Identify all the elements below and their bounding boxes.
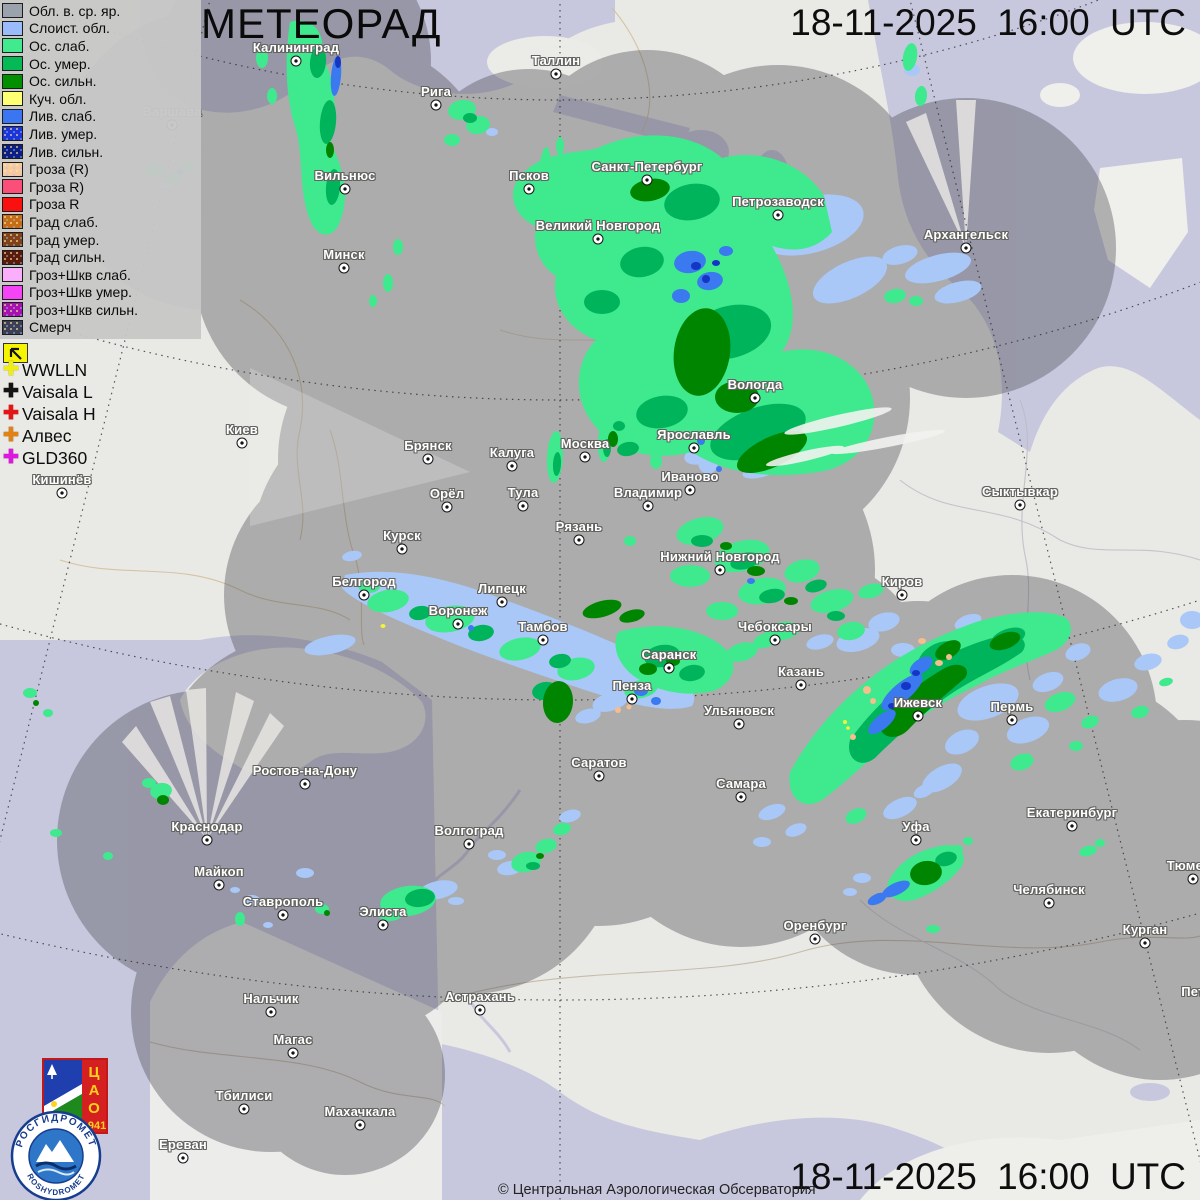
legend-swatch bbox=[2, 214, 23, 230]
cross-icon: ✚ bbox=[3, 447, 19, 468]
legend-label: Обл. в. ср. яр. bbox=[29, 2, 121, 19]
legend-label: Град слаб. bbox=[29, 213, 99, 230]
legend-row: Гроз+Шкв сильн. bbox=[2, 301, 201, 319]
legend-swatch bbox=[2, 91, 23, 107]
tornado-icon bbox=[9, 347, 22, 360]
beam-blockage-layer bbox=[122, 100, 976, 839]
legend-swatch bbox=[2, 108, 23, 124]
legend-label: Гроза R) bbox=[29, 178, 85, 195]
legend-label: Град сильн. bbox=[29, 249, 106, 266]
lightning-network-label: GLD360 bbox=[22, 447, 88, 468]
legend-label: Лив. сильн. bbox=[29, 143, 104, 160]
legend-label: Град умер. bbox=[29, 231, 100, 248]
legend-items: Обл. в. ср. яр. Слоист. обл. Ос. слаб. Ос. … bbox=[2, 2, 201, 336]
lightning-legend: ✚ WWLLN ✚ Vaisala L ✚ Vaisala H ✚ Алвес ✚ GLD360 bbox=[1, 359, 96, 469]
timestamp-top: 18-11-2025 16:00 UTC bbox=[790, 2, 1186, 43]
legend-row: Гроз+Шкв умер. bbox=[2, 284, 201, 302]
legend-swatch bbox=[2, 126, 23, 142]
legend-row: Град сильн. bbox=[2, 248, 201, 266]
cao-letter-1: Ц bbox=[89, 1064, 100, 1081]
legend-swatch bbox=[2, 232, 23, 248]
legend-row: Лив. сильн. bbox=[2, 143, 201, 161]
legend-row: Град слаб. bbox=[2, 213, 201, 231]
legend-row: Лив. умер. bbox=[2, 125, 201, 143]
legend-swatch bbox=[2, 20, 23, 36]
legend-swatch bbox=[2, 144, 23, 160]
legend-label: Гроза R bbox=[29, 196, 80, 213]
legend-row: Гроза R bbox=[2, 196, 201, 214]
legend-label: Ос. умер. bbox=[29, 55, 91, 72]
legend-label: Куч. обл. bbox=[29, 90, 87, 107]
lightning-network-row: ✚ WWLLN bbox=[1, 359, 96, 381]
legend-swatch bbox=[2, 73, 23, 89]
legend-label: Лив. слаб. bbox=[29, 108, 97, 125]
legend-label: Слоист. обл. bbox=[29, 20, 110, 37]
legend-row: Смерч bbox=[2, 319, 201, 337]
legend-row: Гроз+Шкв слаб. bbox=[2, 266, 201, 284]
legend-label: Ос. слаб. bbox=[29, 37, 90, 54]
legend-swatch bbox=[2, 284, 23, 300]
legend-row: Град умер. bbox=[2, 231, 201, 249]
lightning-network-row: ✚ Алвес bbox=[1, 425, 96, 447]
legend-swatch bbox=[2, 267, 23, 283]
timestamp-bottom: 18-11-2025 16:00 UTC bbox=[790, 1156, 1186, 1197]
lightning-network-row: ✚ Vaisala L bbox=[1, 381, 96, 403]
legend-row: Гроза (R) bbox=[2, 160, 201, 178]
page-title: МЕТЕОРАД bbox=[201, 0, 442, 47]
legend-row: Лив. слаб. bbox=[2, 108, 201, 126]
cao-letter-2: А bbox=[89, 1082, 100, 1099]
legend-swatch bbox=[2, 302, 23, 318]
lightning-network-row: ✚ GLD360 bbox=[1, 447, 96, 469]
legend-swatch bbox=[2, 319, 23, 335]
lightning-network-label: Vaisala H bbox=[22, 403, 96, 424]
lightning-network-label: Алвес bbox=[22, 425, 72, 446]
legend-label: Лив. умер. bbox=[29, 125, 98, 142]
coastal-land-layer bbox=[150, 22, 1200, 1200]
legend-swatch bbox=[2, 161, 23, 177]
legend-row: Обл. в. ср. яр. bbox=[2, 2, 201, 20]
legend-label: Гроз+Шкв умер. bbox=[29, 284, 133, 301]
roshydromet-logo: РОСГИДРОМЕТ ROSHYDROMET bbox=[10, 1110, 102, 1200]
legend-row: Гроза R) bbox=[2, 178, 201, 196]
cross-icon: ✚ bbox=[3, 403, 19, 424]
legend-swatch bbox=[2, 56, 23, 72]
cross-icon: ✚ bbox=[3, 359, 19, 380]
cross-icon: ✚ bbox=[3, 425, 19, 446]
lightning-network-row: ✚ Vaisala H bbox=[1, 403, 96, 425]
legend-swatch bbox=[2, 249, 23, 265]
cao-letter-3: О bbox=[88, 1100, 100, 1117]
legend-swatch bbox=[2, 196, 23, 212]
legend-swatch bbox=[2, 179, 23, 195]
legend-label: Смерч bbox=[29, 319, 72, 336]
lightning-network-label: Vaisala L bbox=[22, 381, 93, 402]
tornado-symbol bbox=[3, 343, 28, 363]
lightning-network-label: WWLLN bbox=[22, 359, 88, 380]
legend-swatch bbox=[2, 3, 23, 19]
cross-icon: ✚ bbox=[3, 381, 19, 402]
legend-row: Куч. обл. bbox=[2, 90, 201, 108]
legend-row: Ос. слаб. bbox=[2, 37, 201, 55]
legend-label: Ос. сильн. bbox=[29, 73, 97, 90]
attribution: © Центральная Аэрологическая Обсерватори… bbox=[498, 1182, 816, 1198]
legend-swatch bbox=[2, 38, 23, 54]
legend-label: Гроз+Шкв слаб. bbox=[29, 266, 131, 283]
legend-label: Гроза (R) bbox=[29, 161, 89, 178]
legend-row: Ос. сильн. bbox=[2, 72, 201, 90]
legend-label: Гроз+Шкв сильн. bbox=[29, 301, 138, 318]
legend-panel: Обл. в. ср. яр. Слоист. обл. Ос. слаб. Ос. … bbox=[0, 0, 201, 340]
precipitation-layer bbox=[23, 20, 1200, 933]
legend-row: Ос. умер. bbox=[2, 55, 201, 73]
legend-row: Слоист. обл. bbox=[2, 20, 201, 38]
